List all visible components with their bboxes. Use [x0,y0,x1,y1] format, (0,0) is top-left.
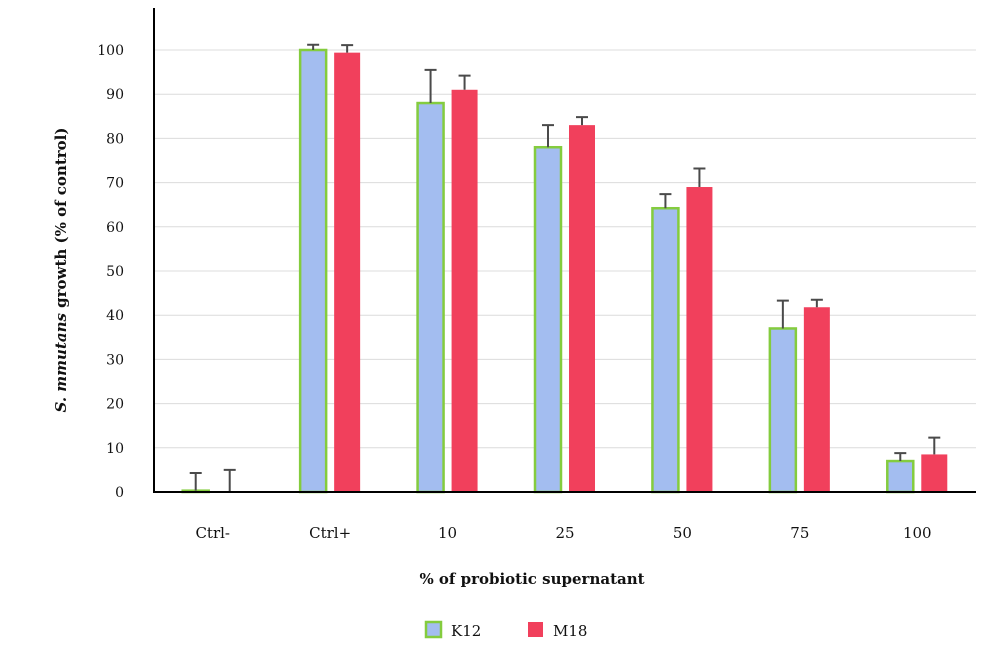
legend-swatch-k12 [426,622,441,637]
bar-m18-3 [569,125,595,492]
bar-k12-4 [652,208,678,492]
x-tick-label-0: Ctrl- [195,524,230,542]
y-tick-label-40: 40 [106,308,124,324]
axes [153,8,976,492]
error-bar-m18-0 [224,470,236,492]
bar-m18-6 [921,454,947,492]
error-bar-m18-2 [459,76,471,90]
x-tick-label-3: 25 [555,524,574,542]
y-tick-label-90: 90 [106,87,124,103]
y-tick-label-30: 30 [106,352,124,368]
y-tick-label-80: 80 [106,131,124,147]
y-tick-label-20: 20 [106,397,124,413]
bar-k12-3 [535,147,561,492]
legend-label-m18: M18 [553,622,587,640]
y-tick-labels: 0 10 20 30 40 50 60 70 80 90 100 [97,43,124,501]
x-tick-labels: Ctrl- Ctrl+ 10 25 50 75 100 [195,524,931,542]
error-bar-k12-0 [190,473,202,491]
bar-k12-1 [300,50,326,492]
error-bar-m18-1 [341,45,353,53]
x-tick-label-5: 75 [790,524,809,542]
bar-m18-1 [334,53,360,492]
error-bar-m18-4 [693,168,705,187]
x-axis-title: % of probiotic supernatant [419,570,644,588]
bar-m18-2 [452,90,478,492]
error-bar-m18-6 [928,438,940,455]
legend: K12 M18 [426,622,587,640]
y-axis-title: S. mmutans growth (% of control) [52,128,70,413]
x-tick-label-2: 10 [438,524,457,542]
y-tick-label-100: 100 [97,43,124,59]
bar-k12-2 [418,103,444,492]
bar-chart: 0 10 20 30 40 50 60 70 80 90 100 Ctrl- Ctrl+ 10 25 50 7… [0,0,1000,649]
bar-k12-6 [887,461,913,492]
error-bar-k12-3 [542,125,554,147]
error-bar-m18-5 [811,300,823,308]
bar-m18-5 [804,307,830,492]
x-tick-label-1: Ctrl+ [309,524,351,542]
bar-k12-5 [770,328,796,492]
y-tick-label-10: 10 [106,441,124,457]
error-bar-m18-3 [576,117,588,125]
gridlines [154,50,976,448]
legend-swatch-m18 [528,622,543,637]
y-tick-label-60: 60 [106,220,124,236]
y-tick-label-70: 70 [106,176,124,192]
y-tick-label-0: 0 [115,485,124,501]
error-bar-k12-2 [425,70,437,103]
bar-m18-4 [686,187,712,492]
y-tick-label-50: 50 [106,264,124,280]
error-bar-k12-5 [777,301,789,329]
x-tick-label-4: 50 [673,524,692,542]
x-tick-label-6: 100 [903,524,932,542]
error-bar-k12-4 [659,194,671,208]
legend-label-k12: K12 [451,622,481,640]
